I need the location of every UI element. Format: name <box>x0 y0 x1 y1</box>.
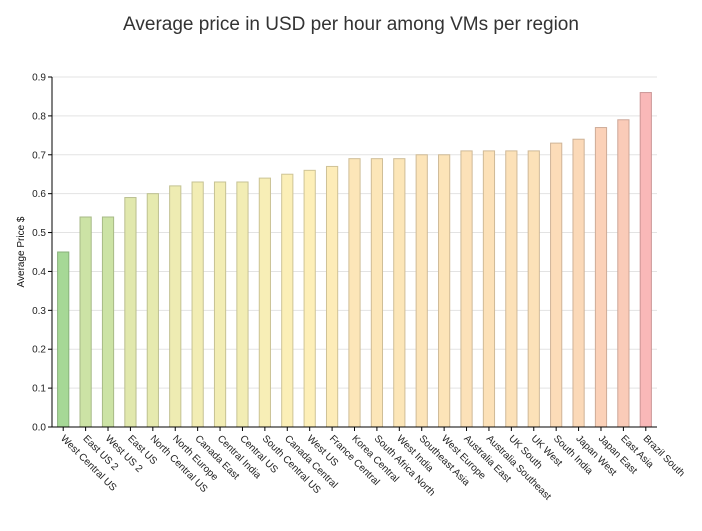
bar <box>572 138 585 428</box>
bar <box>460 150 473 428</box>
bar <box>325 165 339 428</box>
bar <box>527 150 540 428</box>
bar <box>169 185 182 428</box>
bar <box>303 169 316 428</box>
bar <box>415 154 428 428</box>
bar <box>505 150 518 428</box>
bar <box>258 177 271 428</box>
y-tick-label: 0.1 <box>32 384 46 395</box>
bar <box>79 216 92 428</box>
bar <box>146 193 159 428</box>
bar <box>617 119 630 428</box>
bar <box>191 181 204 428</box>
y-tick-label: 0.6 <box>32 189 46 200</box>
bar <box>281 173 294 428</box>
bar <box>101 216 115 428</box>
y-tick-label: 0.2 <box>32 345 46 356</box>
bar <box>57 251 70 428</box>
y-tick-label: 0.5 <box>32 228 46 239</box>
y-tick-label: 0.0 <box>32 423 46 434</box>
bars <box>57 92 652 428</box>
y-tick-labels: 0.0 0.1 0.2 0.3 0.4 0.5 0.6 0.7 0.8 0.9 <box>32 73 52 434</box>
bar <box>236 181 249 428</box>
y-tick-label: 0.8 <box>32 111 46 122</box>
bar <box>639 92 652 428</box>
y-tick-label: 0.9 <box>32 73 46 84</box>
bar <box>438 154 451 428</box>
bar <box>393 158 406 428</box>
y-tick-label: 0.4 <box>32 267 46 278</box>
bar <box>213 181 227 428</box>
y-axis-title: Average Price $ <box>16 216 27 287</box>
y-tick-label: 0.7 <box>32 150 46 161</box>
bar <box>550 142 563 428</box>
chart-title: Average price in USD per hour among VMs … <box>123 14 579 35</box>
bar <box>594 127 608 428</box>
bar <box>124 197 137 428</box>
bar <box>348 158 361 428</box>
bar <box>482 150 496 428</box>
y-tick-label: 0.3 <box>32 306 46 317</box>
bar <box>370 158 384 428</box>
